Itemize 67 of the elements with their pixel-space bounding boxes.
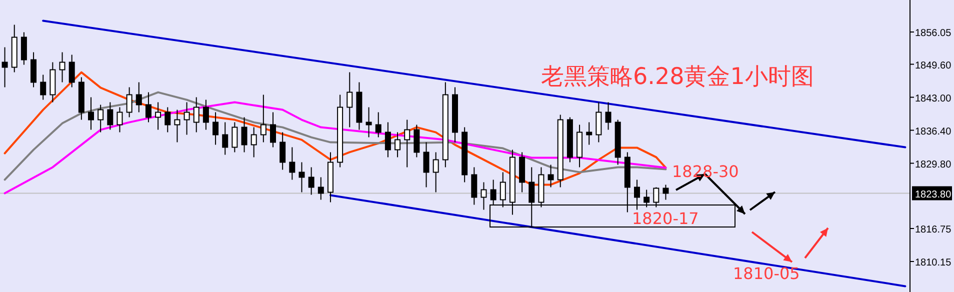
candlestick xyxy=(222,122,228,156)
y-tick-label: 1816.75 xyxy=(915,224,952,236)
candlestick xyxy=(375,112,382,138)
y-tick-label: 1810.15 xyxy=(915,258,952,268)
y-tick-label: 1849.60 xyxy=(915,60,952,72)
candlestick xyxy=(174,109,180,143)
candlestick xyxy=(548,164,554,188)
text: 老黑策略6.28黄金1小时图 xyxy=(541,64,814,90)
candlestick xyxy=(289,146,296,180)
line-series xyxy=(4,101,667,194)
candlestick xyxy=(394,132,401,158)
candlestick xyxy=(202,99,209,130)
candlestick xyxy=(212,112,219,146)
candlestick xyxy=(480,182,487,210)
y-tick-label: 1829.80 xyxy=(915,159,952,170)
candlestick xyxy=(414,124,420,158)
candlestick xyxy=(88,96,94,130)
candlestick xyxy=(68,54,75,88)
candlestick xyxy=(596,102,602,143)
y-tick-label: 1836.40 xyxy=(915,126,952,138)
candlestick xyxy=(193,96,200,133)
candlestick xyxy=(145,92,152,123)
candlestick xyxy=(644,189,650,208)
candlestick xyxy=(318,176,324,200)
candlestick xyxy=(432,152,439,193)
candlestick xyxy=(155,102,162,130)
candlestick xyxy=(586,122,592,146)
candlestick xyxy=(98,104,104,133)
candlestick xyxy=(280,132,286,170)
candlestick xyxy=(116,106,123,133)
candlestick xyxy=(346,72,353,128)
y-tick-label: 1843.00 xyxy=(915,93,952,104)
annotation: 1810-05 xyxy=(733,264,800,283)
candlestick xyxy=(30,52,37,88)
candlestick xyxy=(634,179,640,210)
candlestick xyxy=(366,106,372,138)
candlestick xyxy=(308,166,314,196)
candlestick xyxy=(605,102,612,130)
y-tick-label: 1856.05 xyxy=(915,28,952,39)
candlestick xyxy=(298,162,305,193)
candlestick xyxy=(2,46,8,88)
candlestick xyxy=(250,126,257,158)
candlestick xyxy=(164,106,171,133)
candlestick xyxy=(384,122,391,158)
candlestick xyxy=(490,179,496,206)
candlestick xyxy=(184,102,190,136)
candlestick xyxy=(260,94,266,143)
candlestick xyxy=(20,32,27,66)
candlestick xyxy=(653,186,660,208)
annotation: 1820-17 xyxy=(632,209,699,228)
candlestick xyxy=(404,119,410,168)
candlestick xyxy=(40,74,46,100)
candlestick xyxy=(662,184,669,200)
candlestick xyxy=(471,166,478,206)
ref-line-label: 1823.80 xyxy=(915,189,952,200)
candlestick xyxy=(241,116,248,153)
candlestick xyxy=(136,82,142,113)
annotation: 1828-30 xyxy=(672,162,739,181)
candlestick xyxy=(528,166,535,228)
candlestick xyxy=(500,172,506,208)
candlestick xyxy=(107,102,114,130)
candlestick xyxy=(270,112,276,148)
candlestick xyxy=(126,86,132,118)
line-series xyxy=(4,91,667,181)
candlestick xyxy=(232,122,238,153)
candlestick xyxy=(423,142,430,188)
candlestick xyxy=(59,52,66,83)
